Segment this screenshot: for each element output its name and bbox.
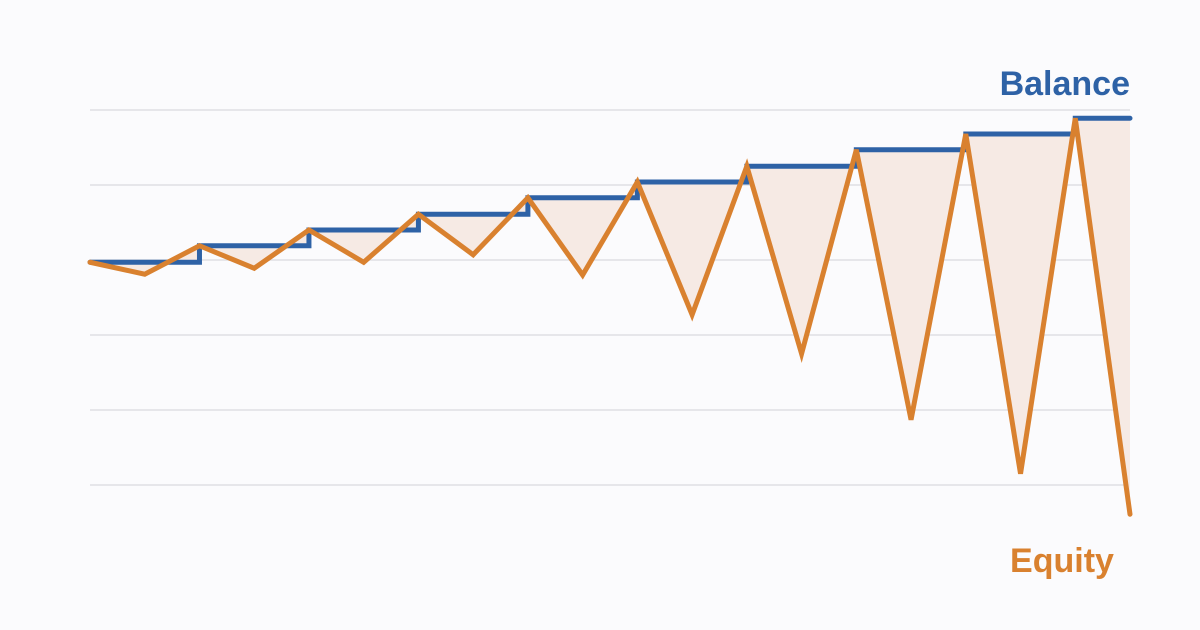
series-line — [87, 117, 1133, 517]
series-label: Equity — [1010, 542, 1114, 580]
series-label: Balance — [1000, 65, 1130, 103]
line-layer — [87, 115, 1133, 517]
